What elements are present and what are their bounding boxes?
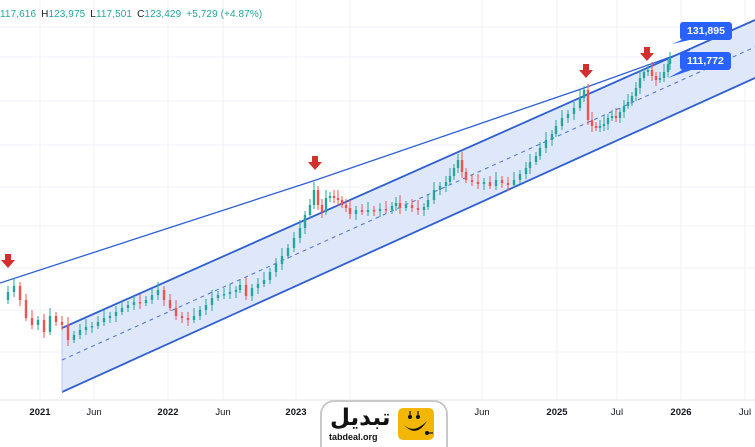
low-label: L [90,9,96,20]
time-axis-label: Jun [474,407,490,418]
price-tag-131895[interactable]: 131,895 [680,22,732,40]
candlesticks [6,52,672,346]
change-value: +5,729 (+4.87%) [186,9,263,20]
channel-midline[interactable] [61,46,755,361]
close-value: 123,429 [144,9,182,20]
logo-wordmark: تبدیل [330,405,391,431]
time-axis-label: 2023 [285,407,307,418]
channel-fill [62,20,755,392]
tabdeal-watermark: تبدیل tabdeal.org [320,400,448,447]
close-label: C [137,9,145,20]
down-arrow-icon [579,64,593,78]
top-markers [1,47,654,268]
time-axis-label: Jul [738,407,752,418]
time-axis-label: Jun [86,407,102,418]
high-label: H [41,9,49,20]
down-arrow-icon [308,156,322,170]
price-tag-pointer [668,69,694,78]
channel-lower-line[interactable] [61,77,755,393]
ohlc-legend: 117,616 H123,975 L117,501 C123,429 +5,729 (+… [0,9,267,20]
channel-upper-line[interactable] [61,19,755,329]
time-axis-label: 2025 [546,407,568,418]
logo-url: tabdeal.org [329,432,378,442]
price-tag-111772[interactable]: 111,772 [680,52,731,70]
tabdeal-logo-icon [398,408,434,440]
time-axis-label: Jul [610,407,624,418]
down-arrow-icon [640,47,654,61]
price-tag-pointers [668,39,694,78]
price-tag-pointer [672,39,694,44]
time-axis-label: 2026 [670,407,692,418]
resistance-trendline[interactable] [0,49,691,284]
time-axis-label: 2022 [157,407,179,418]
low-value: 117,501 [95,9,133,20]
high-value: 123,975 [48,9,86,20]
time-axis-label: Jun [215,407,231,418]
time-axis-label: 2021 [29,407,51,418]
open-value: 117,616 [0,9,37,20]
down-arrow-icon [1,254,15,268]
